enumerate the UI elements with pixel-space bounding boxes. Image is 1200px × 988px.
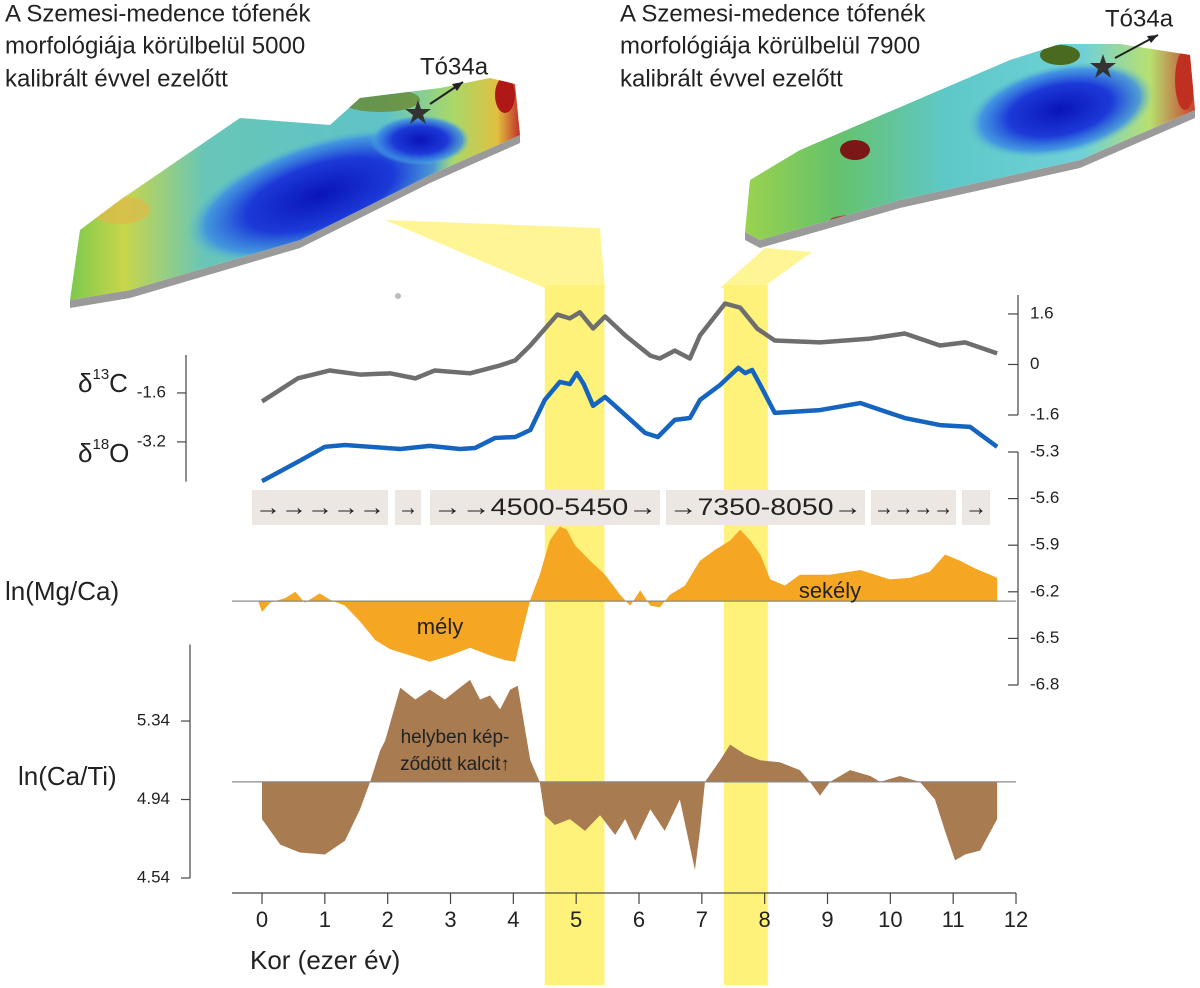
strip-cell bbox=[962, 490, 990, 525]
y-tick-label: -5.6 bbox=[1030, 488, 1059, 507]
y-label-part: δ bbox=[78, 368, 92, 398]
x-tick-label: 5 bbox=[570, 907, 582, 932]
data-area bbox=[262, 679, 998, 871]
y-axis-label: ln(Mg/Ca) bbox=[5, 576, 119, 606]
y-axis-label: ln(Ca/Ti) bbox=[18, 761, 117, 791]
y-label-part: C bbox=[109, 368, 128, 398]
x-tick-label: 0 bbox=[256, 907, 268, 932]
strip-cell bbox=[395, 490, 421, 525]
map-title: morfológiája körülbelül 5000 bbox=[5, 32, 305, 59]
x-tick-label: 6 bbox=[633, 907, 645, 932]
annotation: mély bbox=[417, 614, 463, 639]
map-title: A Szemesi-medence tófenék bbox=[5, 0, 311, 27]
strip-label: →7350-8050→ bbox=[669, 494, 862, 521]
y-tick-label: -3.2 bbox=[137, 431, 166, 450]
strip-label: →→→→ bbox=[874, 494, 953, 521]
strip-label: → bbox=[965, 494, 987, 521]
highlight-band bbox=[544, 285, 605, 985]
data-line bbox=[260, 301, 998, 404]
strip-label: → bbox=[398, 494, 418, 521]
y-tick-label: -6.8 bbox=[1030, 674, 1059, 693]
strip-cell bbox=[252, 490, 388, 525]
map-1 bbox=[70, 78, 520, 308]
map-title: kalibrált évvel ezelőtt bbox=[5, 65, 228, 92]
map-title: morfológiája körülbelül 7900 bbox=[620, 32, 920, 59]
map-title: kalibrált évvel ezelőtt bbox=[620, 65, 843, 92]
data-line bbox=[260, 365, 999, 484]
y-tick-label: -6.5 bbox=[1030, 628, 1059, 647]
y-tick-label: 5.34 bbox=[137, 711, 170, 730]
x-tick-label: 10 bbox=[878, 907, 902, 932]
x-tick-label: 1 bbox=[319, 907, 331, 932]
x-tick-label: 7 bbox=[696, 907, 708, 932]
funnel bbox=[385, 220, 605, 288]
y-tick-label: -6.2 bbox=[1030, 581, 1059, 600]
y-tick-label: -5.3 bbox=[1030, 441, 1059, 460]
annotation: helyben kép- bbox=[401, 727, 510, 748]
y-label-part: δ bbox=[78, 438, 92, 468]
strip-cell bbox=[666, 490, 865, 525]
y-tick-label: -1.6 bbox=[1030, 404, 1059, 423]
x-axis-label: Kor (ezer év) bbox=[250, 945, 400, 975]
x-tick-label: 3 bbox=[444, 907, 456, 932]
funnel bbox=[720, 248, 812, 288]
y-label-sup: 18 bbox=[92, 436, 109, 453]
strip-cell bbox=[430, 490, 660, 525]
strip-label: →→4500-5450→ bbox=[433, 494, 657, 521]
x-tick-label: 9 bbox=[821, 907, 833, 932]
annotation: sekély bbox=[799, 578, 861, 603]
data-area bbox=[258, 526, 998, 662]
y-tick-label: -1.6 bbox=[137, 382, 166, 401]
y-tick-label: 1.6 bbox=[1030, 303, 1054, 322]
y-label-part: O bbox=[109, 438, 129, 468]
dot bbox=[395, 293, 401, 299]
y-label-sup: 13 bbox=[92, 366, 109, 383]
x-tick-label: 12 bbox=[1004, 907, 1028, 932]
x-tick-label: 11 bbox=[942, 907, 965, 932]
y-axis-label: δ18O bbox=[78, 436, 129, 468]
map-title: A Szemesi-medence tófenék bbox=[620, 0, 926, 27]
y-tick-label: -5.9 bbox=[1030, 535, 1059, 554]
x-tick-label: 2 bbox=[382, 907, 394, 932]
y-tick-label: 0 bbox=[1030, 354, 1039, 373]
site-label: Tó34a bbox=[420, 53, 489, 80]
y-axis-label: δ13C bbox=[78, 366, 128, 398]
x-tick-label: 8 bbox=[759, 907, 771, 932]
annotation: ződött kalcit↑ bbox=[400, 754, 510, 775]
y-tick-label: 4.94 bbox=[137, 789, 170, 808]
x-tick-label: 4 bbox=[507, 907, 519, 932]
strip-label: →→→→→ bbox=[255, 494, 385, 521]
highlight-band bbox=[723, 285, 768, 985]
strip-cell bbox=[871, 490, 956, 525]
site-label: Tó34a bbox=[1105, 5, 1174, 32]
y-tick-label: 4.54 bbox=[137, 867, 170, 886]
